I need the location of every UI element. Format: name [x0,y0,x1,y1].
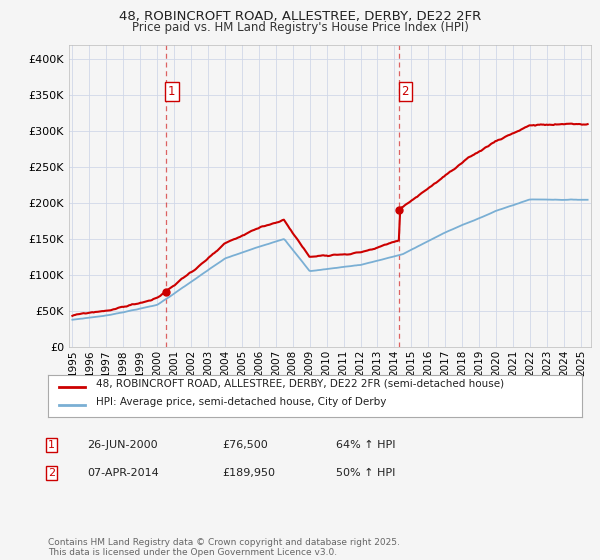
Text: Contains HM Land Registry data © Crown copyright and database right 2025.
This d: Contains HM Land Registry data © Crown c… [48,538,400,557]
Text: £189,950: £189,950 [222,468,275,478]
Text: 1: 1 [168,85,176,98]
Text: 64% ↑ HPI: 64% ↑ HPI [336,440,395,450]
Text: 48, ROBINCROFT ROAD, ALLESTREE, DERBY, DE22 2FR (semi-detached house): 48, ROBINCROFT ROAD, ALLESTREE, DERBY, D… [96,379,504,389]
Text: £76,500: £76,500 [222,440,268,450]
Text: 50% ↑ HPI: 50% ↑ HPI [336,468,395,478]
Text: 1: 1 [48,440,55,450]
Text: 2: 2 [48,468,55,478]
Text: HPI: Average price, semi-detached house, City of Derby: HPI: Average price, semi-detached house,… [96,397,386,407]
Text: 26-JUN-2000: 26-JUN-2000 [87,440,158,450]
Text: Price paid vs. HM Land Registry's House Price Index (HPI): Price paid vs. HM Land Registry's House … [131,21,469,34]
Text: 07-APR-2014: 07-APR-2014 [87,468,159,478]
Text: 48, ROBINCROFT ROAD, ALLESTREE, DERBY, DE22 2FR: 48, ROBINCROFT ROAD, ALLESTREE, DERBY, D… [119,10,481,23]
Text: 2: 2 [401,85,409,98]
